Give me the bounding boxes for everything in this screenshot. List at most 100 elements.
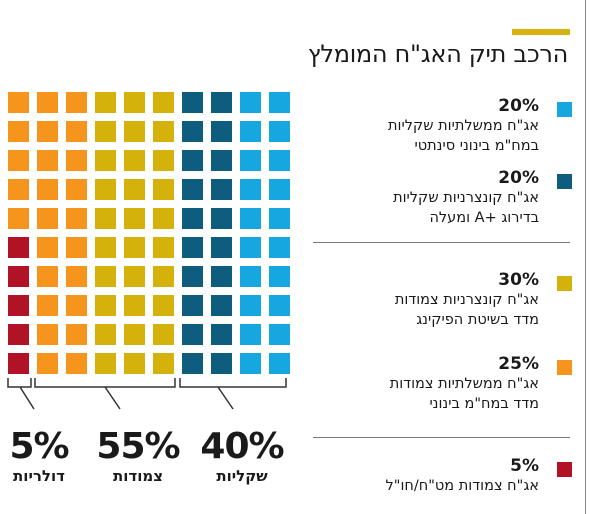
waffle-cell (66, 295, 87, 316)
legend-percent: 5% (510, 456, 539, 476)
waffle-cell (269, 295, 290, 316)
legend-separator (313, 437, 570, 438)
waffle-cell (269, 121, 290, 142)
waffle-cell (182, 150, 203, 171)
waffle-cell (182, 179, 203, 200)
waffle-cell (153, 324, 174, 345)
waffle-cell (8, 237, 29, 258)
waffle-cell (66, 266, 87, 287)
waffle-cell (124, 208, 145, 229)
waffle-cell (211, 237, 232, 258)
title-accent-bar (512, 29, 570, 35)
legend-label-line2: במח"מ בינוני סינתטי (414, 138, 539, 154)
total-dollar: 5% דולריות (0, 428, 94, 486)
legend-item-fx-linked: 5% אג"ח צמודות מט"ח/חו"ל (300, 456, 572, 496)
waffle-cell (95, 353, 116, 374)
waffle-cell (124, 295, 145, 316)
waffle-cell (8, 179, 29, 200)
waffle-cell (240, 237, 261, 258)
waffle-cell (269, 353, 290, 374)
legend-label-line1: אג"ח ממשלתיות שקליות (387, 118, 539, 134)
waffle-cell (37, 324, 58, 345)
waffle-cell (37, 353, 58, 374)
waffle-cell (240, 266, 261, 287)
legend-percent: 25% (498, 354, 539, 374)
waffle-cell (211, 353, 232, 374)
waffle-cell (124, 237, 145, 258)
legend-label-line1: אג"ח ממשלתיות צמודות (389, 376, 539, 392)
waffle-cell (8, 295, 29, 316)
waffle-cell (66, 92, 87, 113)
waffle-cell (37, 179, 58, 200)
legend-swatch (557, 102, 572, 117)
legend-label-line1: אג"ח קונצרניות שקליות (393, 190, 539, 206)
waffle-cell (153, 266, 174, 287)
waffle-cell (153, 237, 174, 258)
waffle-cell (95, 150, 116, 171)
legend-swatch (557, 174, 572, 189)
waffle-cell (211, 266, 232, 287)
chart-title: הרכב תיק האג"ח המומלץ (307, 40, 569, 68)
waffle-cell (240, 179, 261, 200)
waffle-cell (124, 324, 145, 345)
legend-label-line2: מדד במח"מ בינוני (429, 396, 539, 412)
waffle-cell (211, 208, 232, 229)
waffle-cell (124, 179, 145, 200)
waffle-cell (211, 92, 232, 113)
waffle-cell (153, 208, 174, 229)
waffle-cell (153, 121, 174, 142)
waffle-cell (269, 237, 290, 258)
legend-label-line1: אג"ח צמודות מט"ח/חו"ל (385, 478, 539, 494)
waffle-cell (95, 324, 116, 345)
bracket-shekel (179, 378, 287, 410)
legend-item-corp-shekel: 20% אג"ח קונצרניות שקליות בדירוג +A ומעל… (300, 168, 572, 228)
waffle-cell (153, 295, 174, 316)
waffle-cell (182, 121, 203, 142)
waffle-cell (124, 92, 145, 113)
waffle-cell (66, 179, 87, 200)
total-dollar-label: דולריות (13, 467, 65, 485)
waffle-cell (8, 266, 29, 287)
waffle-cell (95, 208, 116, 229)
waffle-cell (66, 150, 87, 171)
legend-label-line1: אג"ח קונצרניות צמודות (394, 292, 539, 308)
total-linked-percent: 55% (96, 426, 180, 467)
waffle-cell (95, 295, 116, 316)
waffle-cell (37, 266, 58, 287)
total-shekel-percent: 40% (200, 426, 284, 467)
waffle-cell (240, 121, 261, 142)
legend-separator (313, 242, 570, 243)
waffle-cell (182, 295, 203, 316)
group-brackets (7, 378, 287, 410)
waffle-cell (240, 150, 261, 171)
waffle-cell (182, 237, 203, 258)
waffle-cell (37, 237, 58, 258)
waffle-cell (211, 150, 232, 171)
waffle-cell (37, 92, 58, 113)
waffle-cell (95, 237, 116, 258)
waffle-cell (182, 353, 203, 374)
waffle-cell (211, 324, 232, 345)
waffle-cell (182, 208, 203, 229)
legend-percent: 20% (498, 96, 539, 116)
legend-label-line2: מדד בשיטת הפיקינג (416, 312, 539, 328)
waffle-cell (153, 150, 174, 171)
waffle-cell (124, 266, 145, 287)
waffle-cell (153, 92, 174, 113)
waffle-cell (211, 179, 232, 200)
waffle-cell (95, 266, 116, 287)
bracket-linked (34, 378, 176, 410)
waffle-cell (182, 324, 203, 345)
waffle-cell (124, 353, 145, 374)
legend-item-corp-linked: 30% אג"ח קונצרניות צמודות מדד בשיטת הפיק… (300, 270, 572, 330)
waffle-cell (240, 353, 261, 374)
waffle-cell (95, 179, 116, 200)
total-shekel: 40% שקליות (187, 428, 297, 486)
waffle-cell (95, 121, 116, 142)
waffle-cell (66, 353, 87, 374)
waffle-grid (8, 92, 290, 374)
bracket-dollar (7, 378, 35, 410)
total-shekel-label: שקליות (216, 467, 268, 485)
waffle-cell (240, 295, 261, 316)
waffle-cell (37, 150, 58, 171)
